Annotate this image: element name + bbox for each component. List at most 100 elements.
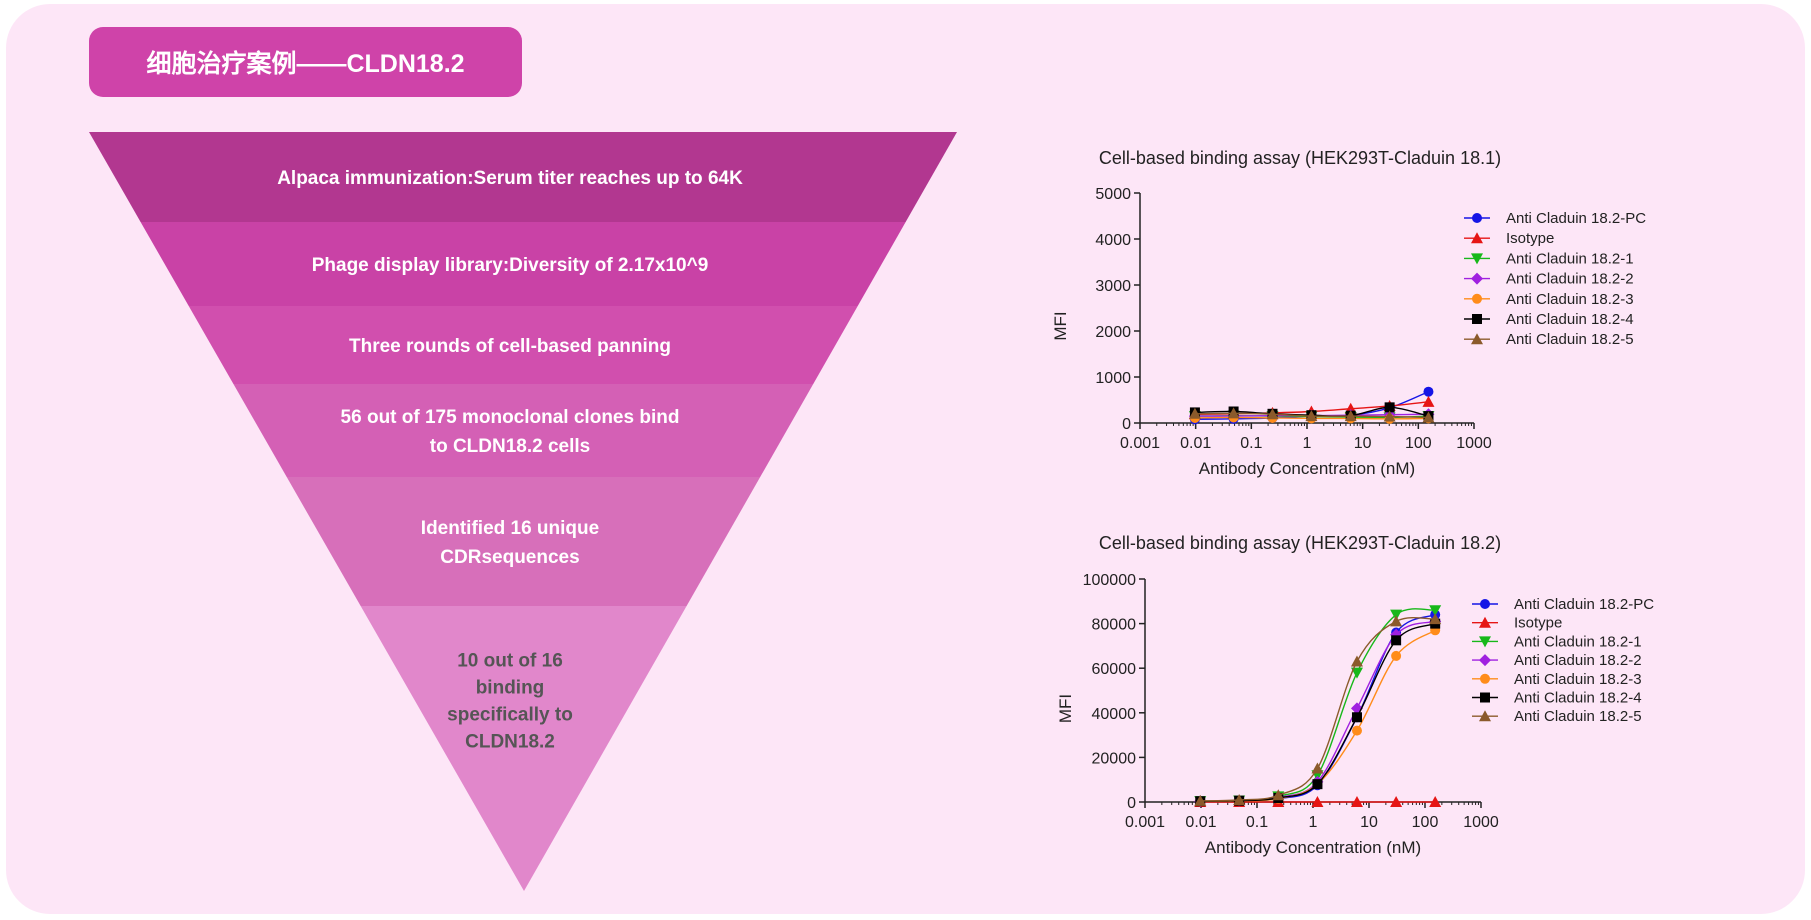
y-tick-label: 80000 [1092,617,1137,634]
y-tick-label: 3000 [1095,278,1131,295]
x-axis-label: Antibody Concentration (nM) [1199,459,1415,478]
y-tick-label: 60000 [1092,661,1137,678]
y-tick-label: 100000 [1083,572,1136,589]
data-point [1311,796,1324,807]
y-tick-label: 40000 [1092,706,1137,723]
funnel-stage-2 [140,222,906,306]
y-tick-label: 0 [1127,795,1136,812]
data-point [1429,605,1442,617]
data-point [1227,407,1240,419]
legend-label: Anti Claduin 18.2-1 [1506,250,1634,267]
y-tick-label: 20000 [1092,750,1137,767]
data-point [1351,725,1362,736]
funnel-stage-6-text: binding [476,678,545,699]
data-point [1390,609,1403,621]
data-point [1422,411,1435,423]
series-6 [1188,407,1435,423]
data-point [1391,635,1402,646]
x-axis-label: Antibody Concentration (nM) [1205,838,1421,857]
legend-marker [1479,710,1491,722]
funnel-stage-3 [188,306,858,384]
legend-marker [1480,692,1490,703]
legend-label: Anti Claduin 18.2-PC [1514,596,1654,613]
data-point [1429,613,1442,625]
data-point [1312,779,1323,790]
legend-marker [1479,654,1491,667]
legend-label: Isotype [1506,230,1554,247]
funnel-stage-4 [233,384,814,477]
funnel-stage-2-text: Phage display library:Diversity of 2.17x… [312,255,709,276]
funnel-stage-1 [89,132,957,222]
chart-title: Cell-based binding assay (HEK293T-Cladui… [1099,148,1501,168]
data-point [1194,794,1207,806]
funnel-stage-4-text: to CLDN18.2 cells [430,436,591,457]
x-tick-label: 0.1 [1246,814,1268,831]
data-point [1311,762,1324,774]
series-6 [1194,613,1442,806]
legend-label: Anti Claduin 18.2-5 [1506,331,1634,348]
legend-marker [1472,213,1482,223]
legend-marker [1479,636,1491,648]
x-tick-label: 10 [1354,435,1372,452]
data-point [1233,793,1246,805]
data-point [1305,410,1318,422]
data-point [1188,407,1201,419]
series-3 [1194,615,1442,808]
data-point [1350,667,1363,679]
y-tick-label: 2000 [1095,324,1131,341]
funnel-stage-4-text: 56 out of 175 monoclonal clones bind [341,407,680,428]
legend-label: Anti Claduin 18.2-4 [1514,690,1642,707]
data-point [1429,796,1442,807]
legend-marker [1471,232,1483,244]
legend-label: Anti Claduin 18.2-1 [1514,633,1642,650]
legend-marker [1471,333,1483,345]
x-tick-label: 1 [1303,435,1312,452]
funnel-stage-5 [286,477,761,606]
data-point [1266,408,1279,420]
funnel-stage-6-text: specifically to [447,705,573,726]
y-tick-label: 5000 [1095,186,1131,203]
funnel-stage-6 [360,606,687,891]
data-point [1384,402,1395,413]
legend-marker [1472,293,1482,304]
data-point [1350,796,1363,807]
funnel-stage-1-text: Alpaca immunization:Serum titer reaches … [277,168,743,189]
funnel-stage-5-text: Identified 16 unique [421,518,599,539]
data-point [1390,615,1403,627]
legend-label: Anti Claduin 18.2-5 [1514,708,1642,725]
funnel-stage-3-text: Three rounds of cell-based panning [349,336,671,357]
y-axis-label: MFI [1056,694,1075,723]
data-point [1350,655,1363,667]
x-tick-label: 1 [1309,814,1318,831]
legend-label: Anti Claduin 18.2-2 [1506,271,1634,288]
y-axis-label: MFI [1051,311,1070,340]
legend-marker [1472,314,1482,324]
funnel-stage-6-text: CLDN18.2 [465,732,555,753]
x-tick-label: 100 [1405,435,1432,452]
legend-marker [1471,272,1483,285]
data-point [1423,386,1434,397]
y-tick-label: 0 [1122,416,1131,433]
legend-marker [1480,599,1490,609]
legend-marker [1480,673,1490,684]
legend-label: Isotype [1514,615,1562,632]
page-title: 细胞治疗案例——CLDN18.2 [89,27,522,97]
x-tick-label: 1000 [1456,435,1492,452]
x-tick-label: 0.01 [1180,435,1211,452]
data-point [1390,796,1403,807]
legend-label: Anti Claduin 18.2-2 [1514,652,1642,669]
data-point [1351,712,1362,723]
data-point [1383,410,1396,422]
y-tick-label: 1000 [1095,370,1131,387]
legend-label: Anti Claduin 18.2-3 [1514,671,1642,688]
legend-label: Anti Claduin 18.2-PC [1506,210,1646,227]
legend-label: Anti Claduin 18.2-4 [1506,311,1634,328]
data-point [1422,395,1435,407]
data-point [1344,410,1357,422]
x-tick-label: 0.001 [1120,435,1160,452]
x-tick-label: 0.001 [1125,814,1165,831]
legend-marker [1471,253,1483,265]
